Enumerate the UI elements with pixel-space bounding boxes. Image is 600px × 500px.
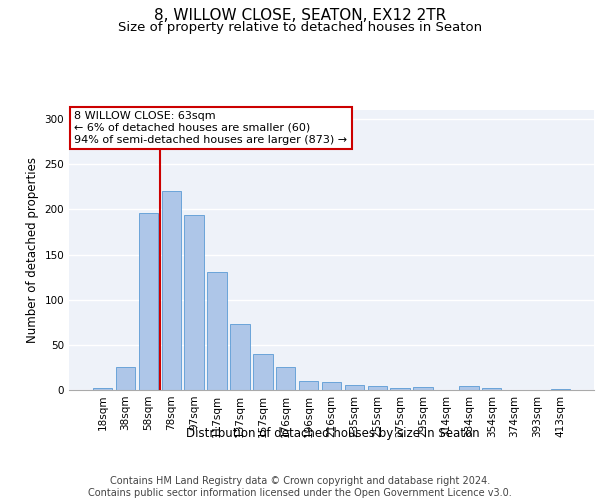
Bar <box>184 215 204 390</box>
Text: Size of property relative to detached houses in Seaton: Size of property relative to detached ho… <box>118 21 482 34</box>
Bar <box>276 368 295 390</box>
Bar <box>299 381 319 390</box>
Bar <box>344 386 364 390</box>
Bar <box>413 388 433 390</box>
Bar <box>391 388 410 390</box>
Bar <box>482 388 502 390</box>
Bar <box>208 272 227 390</box>
Bar <box>459 386 479 390</box>
Bar <box>139 213 158 390</box>
Bar <box>230 324 250 390</box>
Text: Distribution of detached houses by size in Seaton: Distribution of detached houses by size … <box>186 428 480 440</box>
Y-axis label: Number of detached properties: Number of detached properties <box>26 157 39 343</box>
Bar <box>116 368 135 390</box>
Text: 8 WILLOW CLOSE: 63sqm
← 6% of detached houses are smaller (60)
94% of semi-detac: 8 WILLOW CLOSE: 63sqm ← 6% of detached h… <box>74 112 347 144</box>
Bar <box>93 388 112 390</box>
Text: 8, WILLOW CLOSE, SEATON, EX12 2TR: 8, WILLOW CLOSE, SEATON, EX12 2TR <box>154 8 446 22</box>
Bar <box>161 192 181 390</box>
Bar <box>253 354 272 390</box>
Bar <box>368 386 387 390</box>
Bar <box>551 389 570 390</box>
Bar <box>322 382 341 390</box>
Text: Contains HM Land Registry data © Crown copyright and database right 2024.
Contai: Contains HM Land Registry data © Crown c… <box>88 476 512 498</box>
